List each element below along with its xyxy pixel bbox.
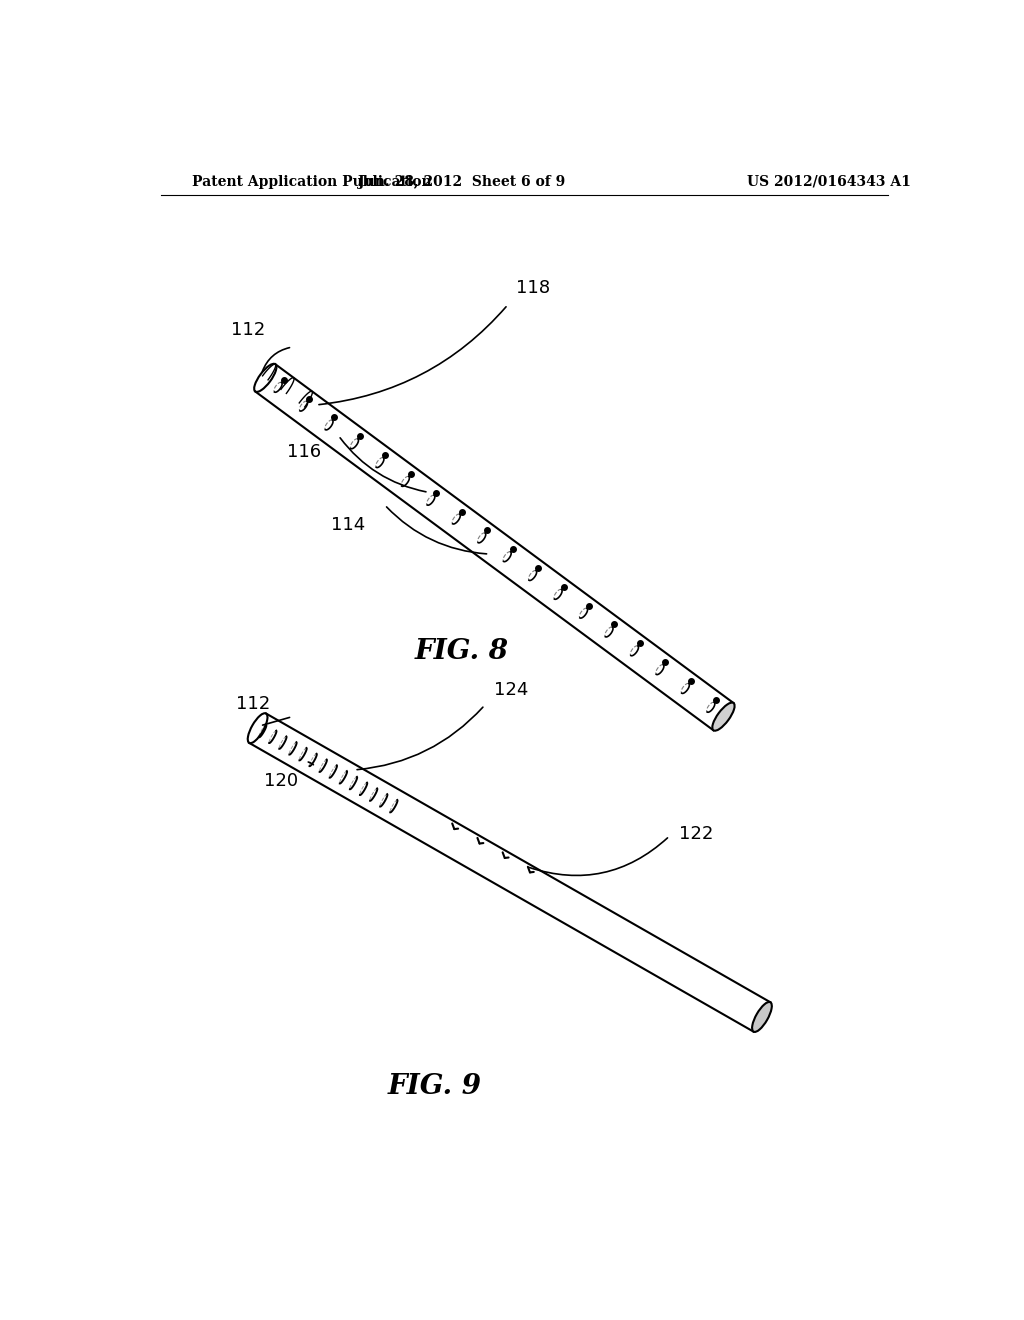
Ellipse shape [752,1002,772,1032]
Text: US 2012/0164343 A1: US 2012/0164343 A1 [746,174,910,189]
Text: 124: 124 [494,681,528,700]
Text: FIG. 8: FIG. 8 [415,638,509,665]
Text: Jun. 28, 2012  Sheet 6 of 9: Jun. 28, 2012 Sheet 6 of 9 [358,174,565,189]
Text: 122: 122 [679,825,713,842]
Text: 120: 120 [264,772,298,791]
Text: 114: 114 [331,516,366,535]
Ellipse shape [713,702,734,731]
Text: 112: 112 [237,694,270,713]
Text: 116: 116 [288,444,322,461]
Text: 118: 118 [515,279,550,297]
Text: 112: 112 [231,321,265,339]
Text: FIG. 9: FIG. 9 [388,1073,481,1100]
Text: Patent Application Publication: Patent Application Publication [193,174,432,189]
